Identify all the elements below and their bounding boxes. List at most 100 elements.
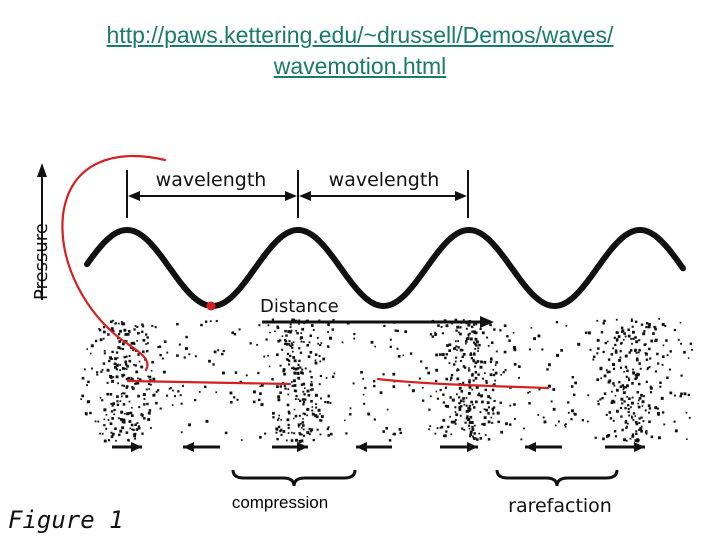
particle-dot xyxy=(474,361,478,365)
particle-dot xyxy=(388,439,392,442)
particle-dot xyxy=(478,394,481,397)
particle-dot xyxy=(100,370,103,373)
particle-dot xyxy=(131,428,133,431)
particle-dot xyxy=(134,423,137,426)
particle-dot xyxy=(280,433,283,436)
particle-dot xyxy=(587,394,590,397)
particle-dot xyxy=(259,435,262,439)
rarefaction-brace xyxy=(495,469,619,487)
particle-dot xyxy=(134,382,138,385)
particle-dot xyxy=(122,343,125,346)
motion-arrow-left-head xyxy=(183,442,194,452)
particle-dot xyxy=(608,411,611,414)
particle-dot xyxy=(470,357,473,360)
particle-dot xyxy=(459,414,462,417)
particle-dot xyxy=(514,418,516,420)
particle-dot xyxy=(658,436,661,440)
wavelength-label-bg-2 xyxy=(323,168,445,190)
particle-dot xyxy=(141,415,144,418)
particle-dot xyxy=(617,335,621,338)
particle-dot xyxy=(81,394,85,398)
source-url-link[interactable]: http://paws.kettering.edu/~drussell/Demo… xyxy=(0,20,720,82)
particle-dot xyxy=(279,364,282,367)
particle-dot xyxy=(280,418,282,421)
particle-dot xyxy=(117,346,121,350)
particle-dot xyxy=(194,398,197,402)
particle-dot xyxy=(301,372,304,375)
particle-dot xyxy=(310,324,314,327)
particle-dot xyxy=(278,414,280,417)
particle-dot xyxy=(462,319,465,321)
particle-dot xyxy=(238,328,241,331)
particle-dot xyxy=(508,339,511,342)
particle-dot xyxy=(653,325,656,328)
particle-dot xyxy=(466,415,469,418)
particle-dot xyxy=(129,427,132,430)
particle-dot xyxy=(174,395,176,398)
particle-dot xyxy=(468,367,470,369)
particle-dot xyxy=(587,420,589,423)
particle-dot xyxy=(352,382,355,385)
particle-dot xyxy=(289,323,292,326)
particle-dot xyxy=(109,374,113,378)
particle-dot xyxy=(475,323,478,326)
particle-dot xyxy=(605,413,608,416)
particle-dot xyxy=(454,422,457,425)
particle-dot xyxy=(91,367,93,370)
particle-dot xyxy=(287,423,290,427)
particle-dot xyxy=(310,376,313,379)
particle-dot xyxy=(602,437,605,441)
particle-dot xyxy=(277,398,281,402)
particle-dot xyxy=(589,348,592,351)
wavelength-arrow-2-left xyxy=(299,191,311,201)
particle-dot xyxy=(444,356,447,360)
particle-dot xyxy=(459,402,462,404)
particle-dot xyxy=(276,353,279,357)
particle-dot xyxy=(281,335,284,337)
particle-dot xyxy=(647,325,651,329)
particle-dot xyxy=(222,349,225,353)
particle-dot xyxy=(469,430,473,434)
particle-dot xyxy=(138,406,141,409)
particle-dot xyxy=(613,430,617,433)
particle-dot xyxy=(145,333,148,336)
particle-dot xyxy=(161,357,164,360)
particle-dot xyxy=(393,432,396,436)
particle-dot xyxy=(464,340,468,343)
particle-dot xyxy=(122,403,126,406)
particle-dot xyxy=(105,413,108,416)
particle-dot xyxy=(449,379,452,381)
particle-dot xyxy=(148,382,151,386)
particle-dot xyxy=(233,333,237,336)
particle-dot xyxy=(215,319,218,322)
particle-dot xyxy=(456,325,460,329)
particle-dot xyxy=(408,384,411,387)
particle-dot xyxy=(445,353,448,356)
particle-dot xyxy=(308,427,311,431)
particle-dot xyxy=(306,408,308,411)
particle-dot xyxy=(639,349,641,352)
particle-dot xyxy=(310,430,312,433)
particle-dot xyxy=(124,363,128,366)
particle-dot xyxy=(288,340,291,343)
particle-dot xyxy=(314,359,317,362)
particle-dot xyxy=(490,341,494,344)
particle-dot xyxy=(295,330,297,332)
particle-dot xyxy=(106,368,110,372)
particle-dot xyxy=(489,323,492,327)
particle-dot xyxy=(128,359,132,363)
particle-dot xyxy=(476,360,480,363)
particle-dot xyxy=(632,337,635,340)
particle-dot xyxy=(299,351,303,354)
particle-dot xyxy=(663,423,666,426)
particle-dot xyxy=(303,322,306,325)
particle-dot xyxy=(644,343,647,346)
particle-dot xyxy=(287,426,290,429)
particle-dot xyxy=(619,366,623,369)
particle-dot xyxy=(596,338,600,342)
particle-dot xyxy=(119,429,123,433)
particle-dot xyxy=(330,432,333,436)
particle-dot xyxy=(454,318,458,322)
particle-dot xyxy=(240,439,243,441)
particle-dot xyxy=(271,378,274,381)
